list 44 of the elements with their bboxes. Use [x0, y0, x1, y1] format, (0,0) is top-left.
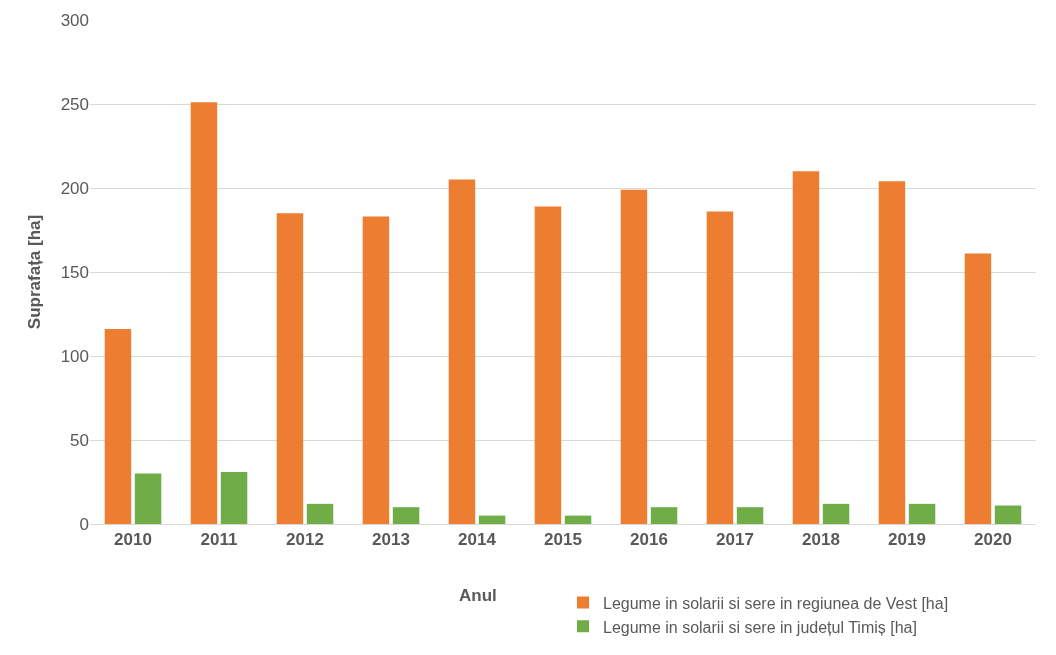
x-tick-label: 2012	[286, 530, 324, 550]
bar	[908, 503, 936, 524]
y-tick-label: 200	[60, 178, 89, 198]
bar	[104, 329, 132, 524]
y-tick-label: 100	[60, 346, 89, 366]
x-tick-label: 2020	[974, 530, 1012, 550]
x-tick-label: 2014	[458, 530, 497, 550]
y-tick-label: 0	[79, 514, 89, 534]
bar	[736, 507, 764, 524]
y-axis-title: Suprafața [ha]	[25, 214, 45, 330]
x-tick-label: 2018	[802, 530, 840, 550]
bar	[306, 503, 334, 524]
y-tick-label: 50	[70, 430, 89, 450]
x-tick-label: 2010	[114, 530, 152, 550]
bar	[620, 189, 648, 524]
bar	[220, 471, 248, 524]
bar	[534, 206, 562, 524]
x-tick-label: 2016	[630, 530, 668, 550]
bar	[190, 102, 218, 524]
y-tick-label: 250	[60, 94, 89, 114]
bar	[362, 216, 390, 524]
y-tick-label: 150	[60, 262, 89, 282]
bar	[994, 505, 1022, 524]
legend-label: Legume in solarii si sere in regiunea de Vest [ha]	[603, 594, 949, 612]
bar	[964, 253, 992, 524]
bar	[392, 507, 420, 524]
bar	[276, 213, 304, 524]
y-tick-label: 300	[60, 10, 89, 30]
bar	[792, 171, 820, 524]
bar	[134, 473, 162, 524]
x-tick-label: 2011	[200, 530, 238, 550]
bar	[650, 507, 678, 524]
x-tick-label: 2013	[372, 530, 410, 550]
x-tick-label: 2015	[544, 530, 582, 550]
x-tick-label: 2017	[716, 530, 754, 550]
bar	[478, 515, 506, 524]
bar	[564, 515, 592, 524]
legend-label: Legume in solarii si sere in județul Timiș [ha]	[603, 618, 917, 636]
x-axis-title: Anul	[459, 586, 497, 605]
bar	[448, 179, 476, 524]
bar	[706, 211, 734, 524]
bar	[822, 503, 850, 524]
x-tick-label: 2019	[888, 530, 926, 550]
bar	[878, 181, 906, 524]
